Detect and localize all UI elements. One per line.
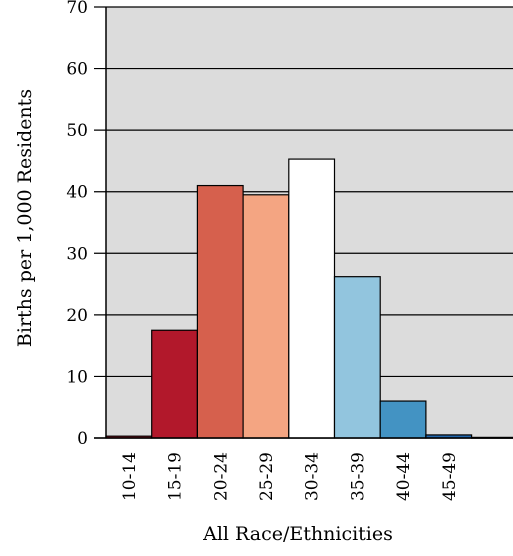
x-tick-label: 15-19: [166, 452, 186, 501]
bar-30-34: [288, 158, 336, 439]
x-tick-label: 30-34: [303, 452, 323, 501]
x-tick-labels: 10-14 15-19 20-24 25-29 30-34 35-39 40-44 45-49: [120, 452, 460, 501]
y-tick-label: 10: [66, 367, 88, 387]
y-tick-label: 50: [66, 121, 88, 141]
y-tick-label: 20: [66, 306, 88, 326]
x-tick-label: 20-24: [211, 452, 231, 501]
x-tick-label: 35-39: [348, 452, 368, 501]
x-axis-title: All Race/Ethnicities: [202, 523, 393, 545]
bar-15-19: [151, 329, 198, 439]
y-tick-labels: 0 10 20 30 40 50 60 70: [66, 0, 88, 449]
bar-20-24: [196, 184, 244, 439]
bars: [105, 158, 513, 439]
bar-35-39: [333, 276, 381, 439]
y-axis-title: Births per 1,000 Residents: [14, 89, 36, 347]
y-tick-label: 30: [66, 244, 88, 264]
y-tick-label: 40: [66, 183, 88, 203]
x-tick-label: 10-14: [120, 452, 140, 501]
y-tick-label: 0: [77, 429, 88, 449]
bar-40-44: [379, 400, 427, 439]
x-tick-label: 40-44: [394, 452, 414, 501]
y-tick-label: 70: [66, 0, 88, 18]
bar-25-29: [242, 194, 290, 439]
x-tick-label: 25-29: [257, 452, 277, 501]
x-tick-label: 45-49: [440, 452, 460, 501]
y-tick-label: 60: [66, 60, 88, 80]
